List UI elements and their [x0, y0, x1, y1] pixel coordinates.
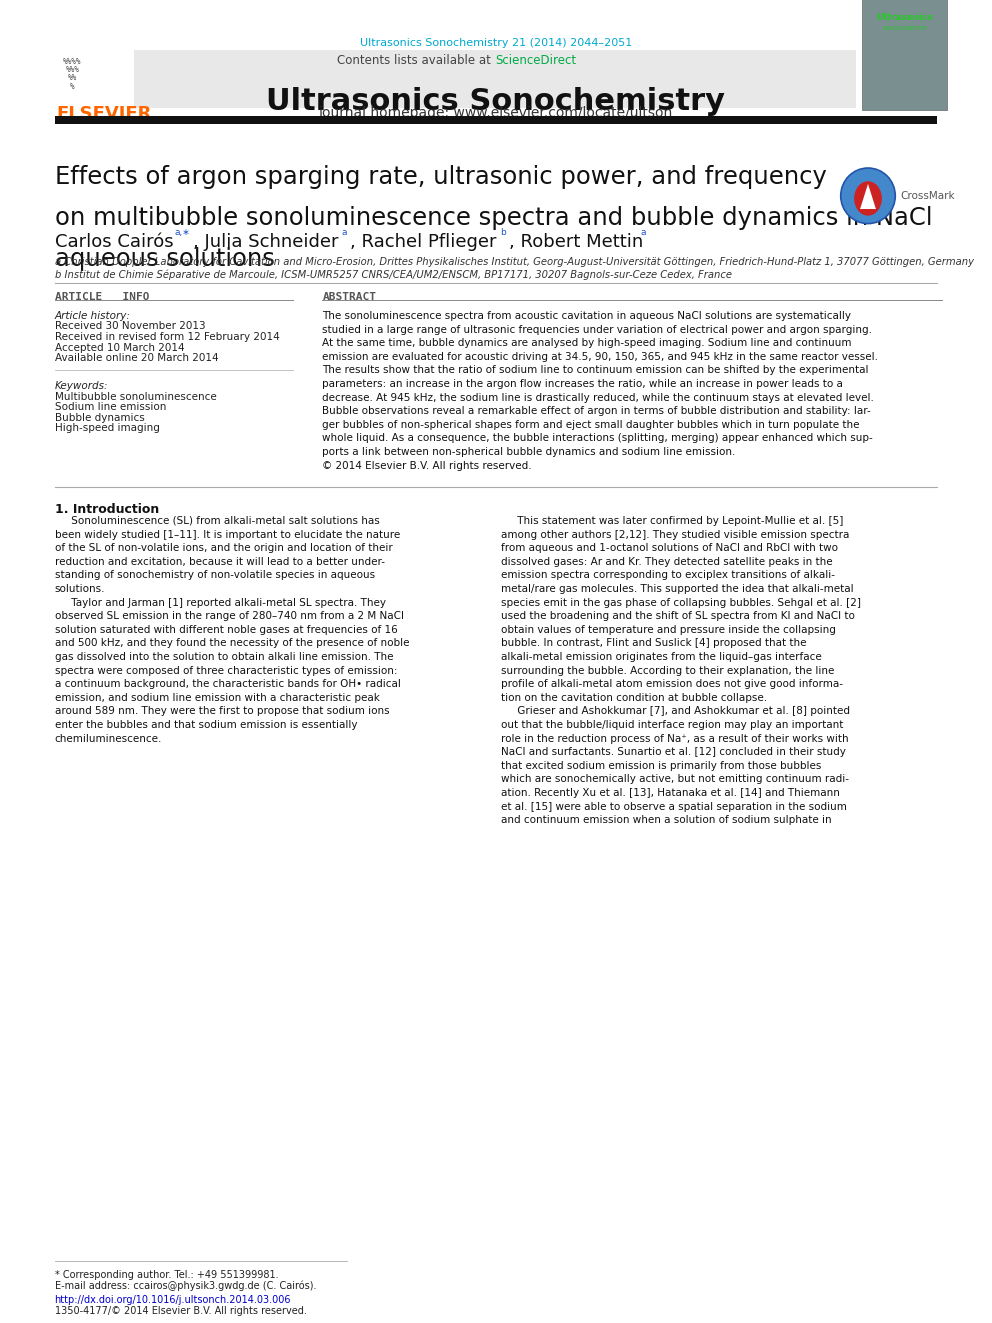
- Text: Carlos Cairós: Carlos Cairós: [55, 233, 174, 251]
- Text: Bubble dynamics: Bubble dynamics: [55, 413, 144, 423]
- Text: aqueous solutions: aqueous solutions: [55, 247, 275, 271]
- Text: Available online 20 March 2014: Available online 20 March 2014: [55, 353, 218, 364]
- Text: Received 30 November 2013: Received 30 November 2013: [55, 321, 205, 332]
- Text: a: a: [341, 228, 347, 237]
- Text: 1350-4177/© 2014 Elsevier B.V. All rights reserved.: 1350-4177/© 2014 Elsevier B.V. All right…: [55, 1306, 307, 1316]
- Text: 1. Introduction: 1. Introduction: [55, 503, 159, 516]
- Text: * Corresponding author. Tel.: +49 551399981.: * Corresponding author. Tel.: +49 551399…: [55, 1270, 278, 1281]
- Text: a,∗: a,∗: [175, 228, 190, 237]
- Text: Contents lists available at: Contents lists available at: [337, 54, 495, 67]
- Polygon shape: [860, 184, 876, 209]
- Text: , Julia Schneider: , Julia Schneider: [193, 233, 339, 251]
- Text: http://dx.doi.org/10.1016/j.ultsonch.2014.03.006: http://dx.doi.org/10.1016/j.ultsonch.201…: [55, 1295, 291, 1306]
- Ellipse shape: [854, 181, 882, 216]
- Text: , Rachel Pflieger: , Rachel Pflieger: [350, 233, 497, 251]
- Text: journal homepage: www.elsevier.com/locate/ultson: journal homepage: www.elsevier.com/locat…: [317, 106, 673, 120]
- Text: Keywords:: Keywords:: [55, 381, 108, 392]
- Text: CrossMark: CrossMark: [901, 191, 955, 201]
- Text: Ultrasonics Sonochemistry 21 (2014) 2044–2051: Ultrasonics Sonochemistry 21 (2014) 2044…: [360, 38, 632, 48]
- Text: This statement was later confirmed by Lepoint-Mullie et al. [5]
among other auth: This statement was later confirmed by Le…: [501, 516, 861, 826]
- Text: High-speed imaging: High-speed imaging: [55, 423, 160, 434]
- Text: a: a: [641, 228, 647, 237]
- Text: ARTICLE   INFO: ARTICLE INFO: [55, 292, 149, 303]
- Text: Effects of argon sparging rate, ultrasonic power, and frequency: Effects of argon sparging rate, ultrason…: [55, 165, 826, 189]
- Text: , Robert Mettin: , Robert Mettin: [509, 233, 643, 251]
- Bar: [862, 0, 947, 110]
- Text: Multibubble sonoluminescence: Multibubble sonoluminescence: [55, 392, 216, 402]
- Text: b: b: [500, 228, 506, 237]
- Text: b Institut de Chimie Séparative de Marcoule, ICSM-UMR5257 CNRS/CEA/UM2/ENSCM, BP: b Institut de Chimie Séparative de Marco…: [55, 270, 731, 280]
- Text: Accepted 10 March 2014: Accepted 10 March 2014: [55, 343, 185, 353]
- Text: Received in revised form 12 February 2014: Received in revised form 12 February 201…: [55, 332, 280, 343]
- Text: ELSEVIER: ELSEVIER: [57, 105, 152, 123]
- Text: The sonoluminescence spectra from acoustic cavitation in aqueous NaCl solutions : The sonoluminescence spectra from acoust…: [322, 311, 878, 471]
- Text: Sodium line emission: Sodium line emission: [55, 402, 166, 413]
- Text: SONOCHEMISTRY: SONOCHEMISTRY: [882, 26, 928, 32]
- Bar: [134, 50, 856, 108]
- Text: a Christian Doppler Laboratory for Cavitation and Micro-Erosion, Drittes Physika: a Christian Doppler Laboratory for Cavit…: [55, 257, 973, 267]
- Bar: [55, 116, 937, 124]
- Text: %%%%
%%%
%%
%: %%%% %%% %% %: [63, 57, 81, 91]
- Text: Ultrasonics: Ultrasonics: [876, 13, 933, 22]
- Text: Article history:: Article history:: [55, 311, 130, 321]
- Ellipse shape: [841, 168, 895, 224]
- Text: Sonoluminescence (SL) from alkali-metal salt solutions has
been widely studied [: Sonoluminescence (SL) from alkali-metal …: [55, 516, 409, 744]
- Text: E-mail address: ccairos@physik3.gwdg.de (C. Cairós).: E-mail address: ccairos@physik3.gwdg.de …: [55, 1281, 316, 1291]
- Text: ScienceDirect: ScienceDirect: [495, 54, 576, 67]
- Text: on multibubble sonoluminescence spectra and bubble dynamics in NaCl: on multibubble sonoluminescence spectra …: [55, 206, 932, 230]
- Text: Ultrasonics Sonochemistry: Ultrasonics Sonochemistry: [266, 87, 724, 116]
- Text: ABSTRACT: ABSTRACT: [322, 292, 376, 303]
